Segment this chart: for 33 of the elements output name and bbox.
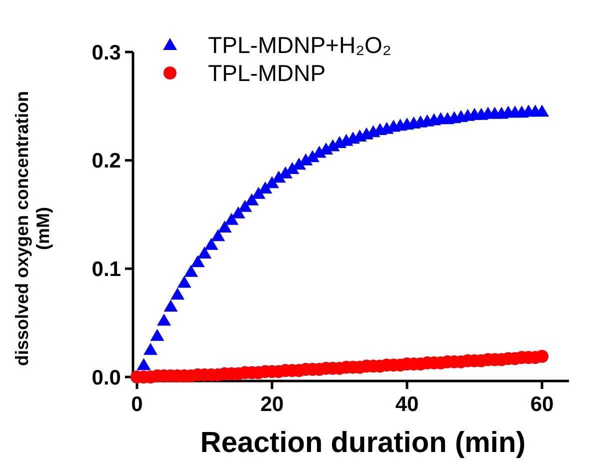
point bbox=[184, 264, 198, 277]
x-tick-label: 40 bbox=[395, 393, 419, 416]
y-tick-label: 0.3 bbox=[92, 41, 121, 64]
point bbox=[136, 358, 151, 370]
point bbox=[198, 246, 212, 258]
x-tick-label: 20 bbox=[260, 393, 284, 416]
y-tick-label: 0.0 bbox=[92, 366, 121, 390]
point bbox=[238, 200, 252, 212]
point bbox=[157, 314, 171, 326]
point bbox=[224, 212, 238, 225]
point bbox=[144, 342, 158, 355]
point bbox=[204, 238, 218, 250]
point bbox=[177, 276, 192, 288]
point bbox=[164, 300, 178, 312]
x-tick-label: 60 bbox=[530, 393, 554, 416]
y-tick-label: 0.1 bbox=[92, 258, 122, 282]
point bbox=[150, 328, 164, 341]
point bbox=[218, 220, 232, 232]
point bbox=[535, 104, 549, 117]
point bbox=[190, 255, 205, 268]
point bbox=[252, 186, 266, 199]
point bbox=[265, 176, 279, 188]
x-tick-label: 0 bbox=[131, 393, 143, 416]
point bbox=[170, 288, 184, 300]
point bbox=[211, 229, 225, 242]
x-axis-title: Reaction duration (min) bbox=[200, 427, 526, 459]
y-axis-title: dissolved oxygen concentration (mM) bbox=[12, 90, 53, 366]
point bbox=[258, 182, 272, 194]
legend-label: TPL-MDNP+H₂O₂ bbox=[208, 32, 392, 58]
point bbox=[231, 206, 246, 218]
y-tick-label: 0.2 bbox=[92, 150, 121, 173]
legend-label: TPL-MDNP bbox=[208, 60, 326, 86]
point bbox=[244, 193, 259, 206]
